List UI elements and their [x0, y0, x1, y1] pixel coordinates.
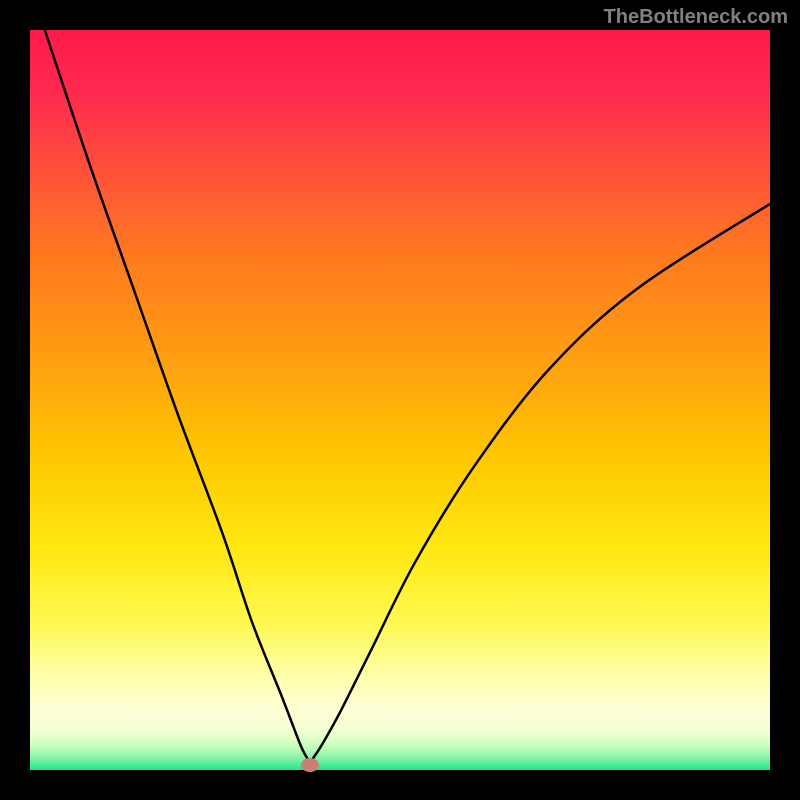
vertex-marker — [301, 758, 319, 772]
plot-area — [30, 30, 770, 770]
bottleneck-curve — [30, 30, 770, 770]
watermark-text: TheBottleneck.com — [604, 6, 788, 29]
chart-container: TheBottleneck.com — [0, 0, 800, 800]
